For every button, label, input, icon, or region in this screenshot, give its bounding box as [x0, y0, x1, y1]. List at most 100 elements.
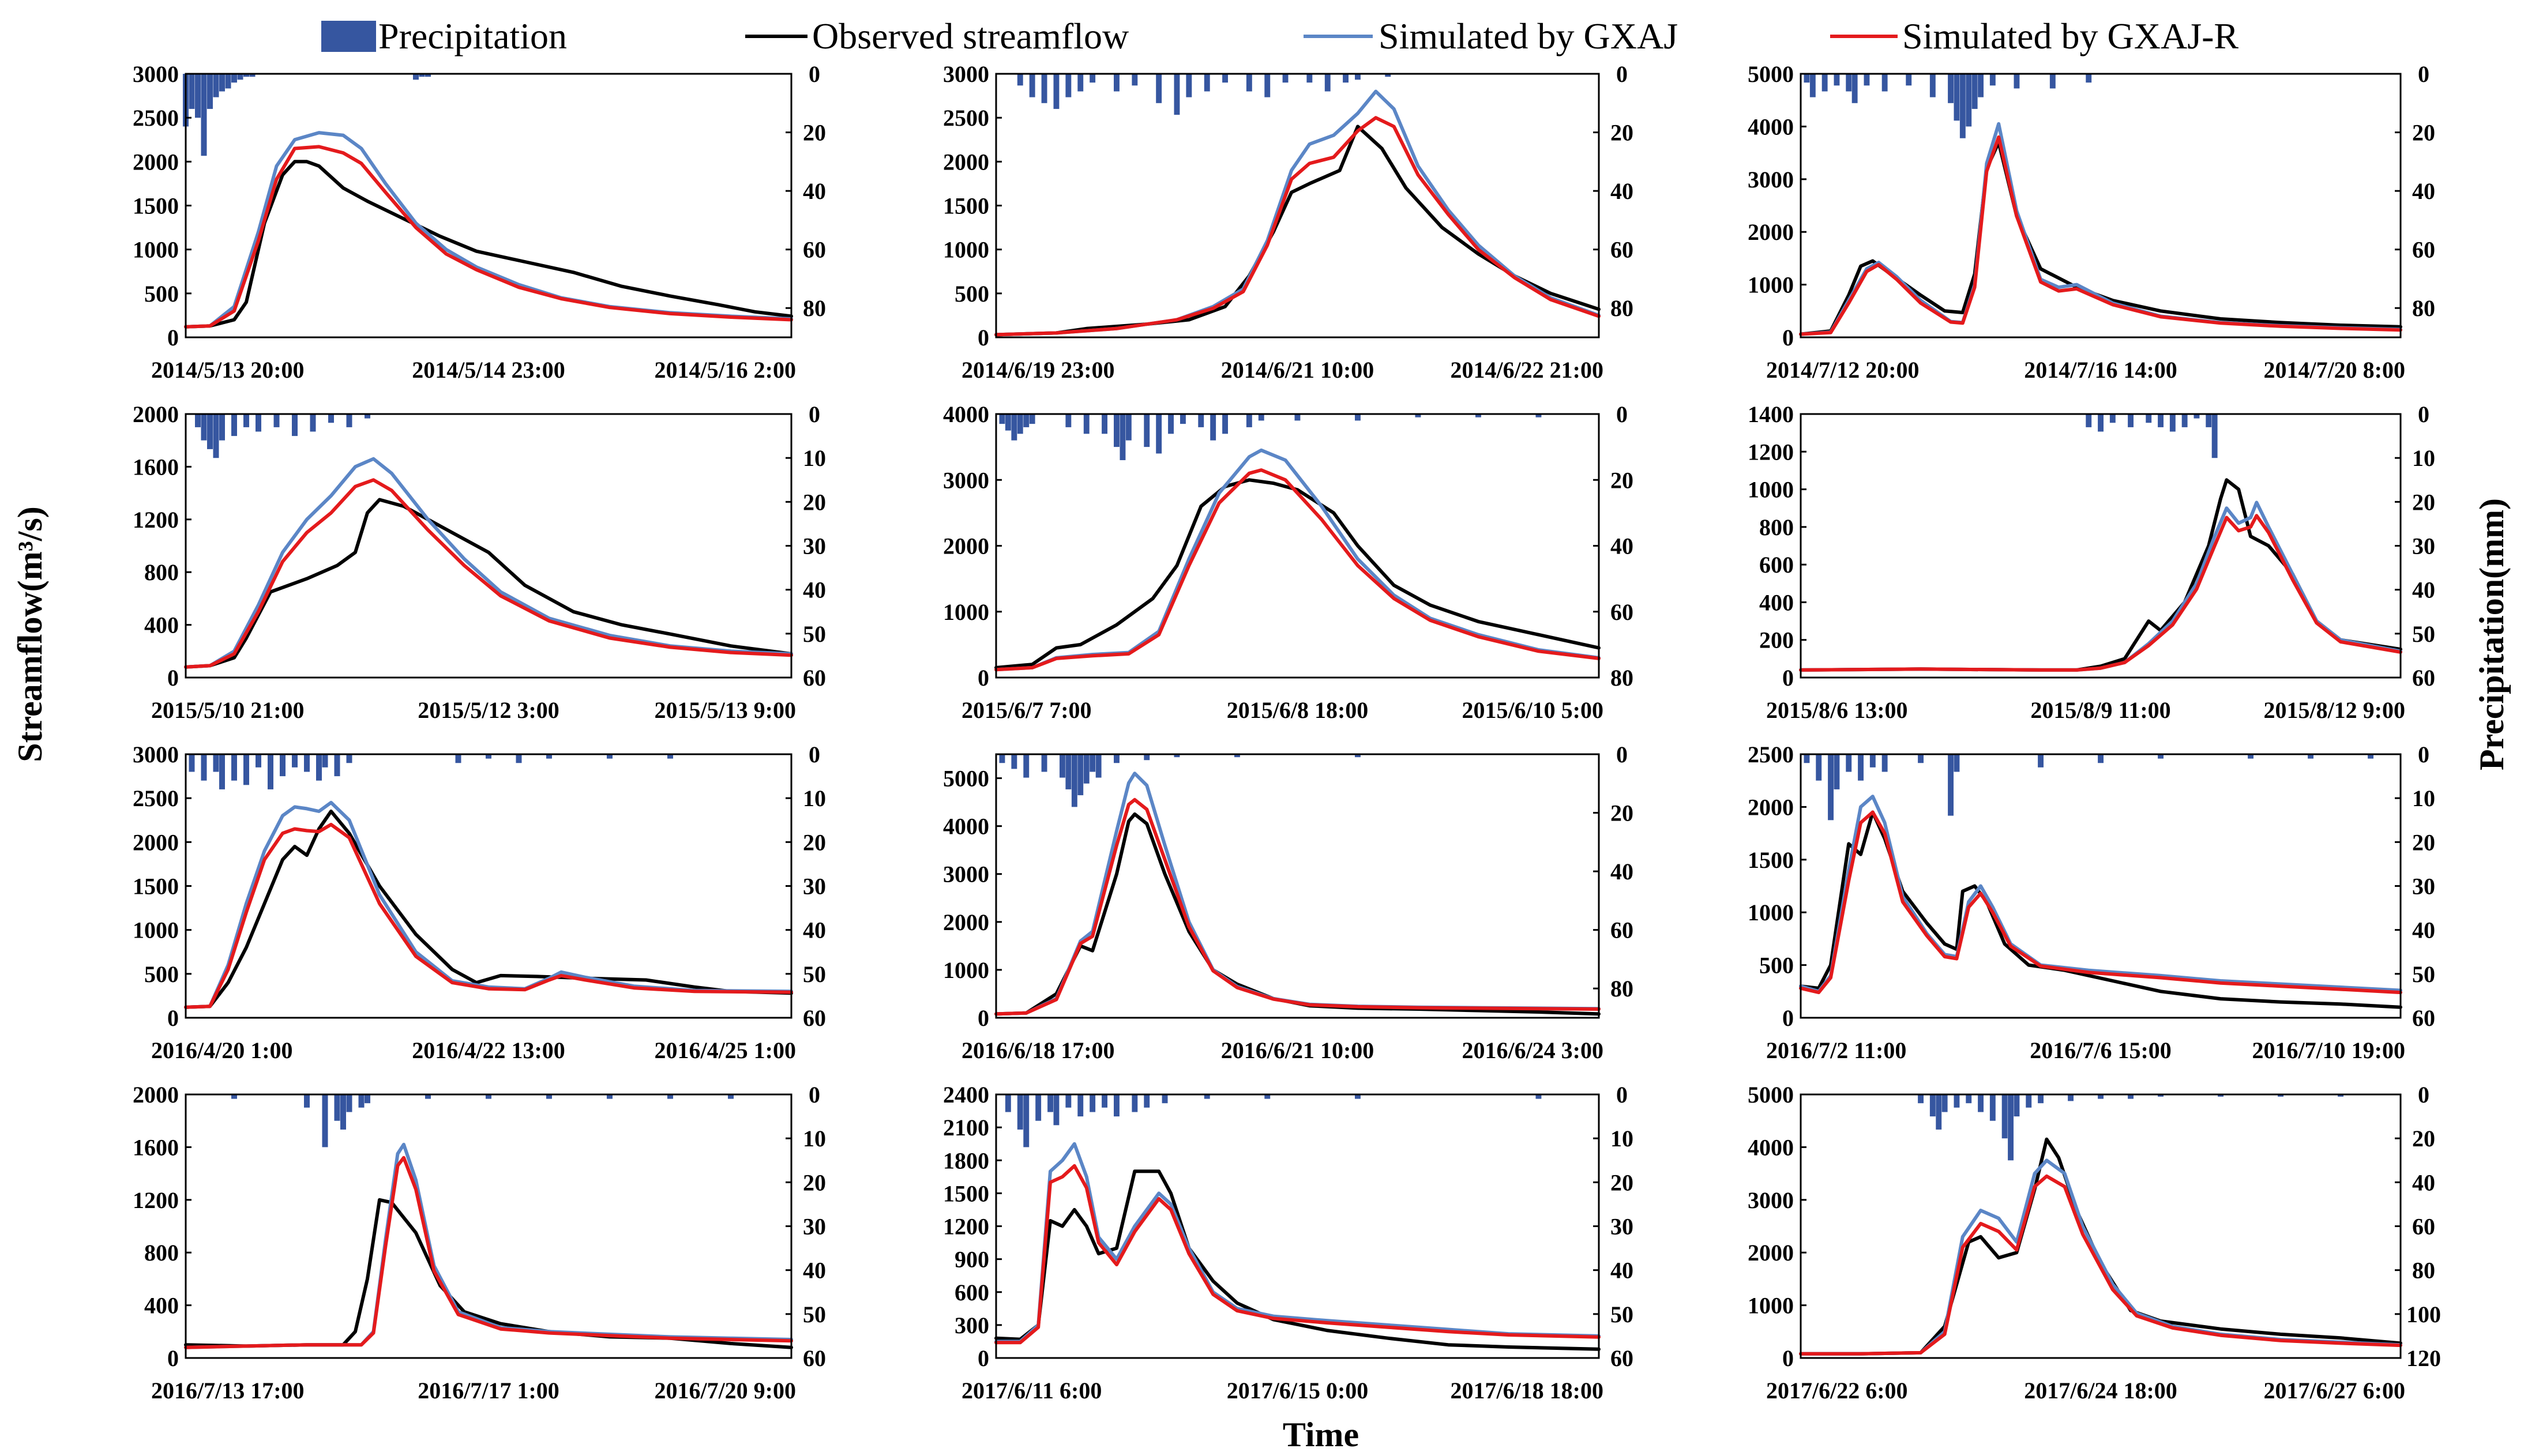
panel-9-precip-bar-4: [1834, 754, 1840, 789]
panel-8-ytick-label-6: 5000: [943, 766, 989, 792]
panel-1-precip-bar-13: [413, 74, 419, 80]
panel-7-precip-bar-9: [280, 754, 286, 777]
panel-12-precip-bar-17: [2158, 1094, 2164, 1097]
panel-7-xtick-label-1: 2016/4/20 1:00: [151, 1037, 293, 1063]
panel-7-y2tick-label-6: 50: [803, 961, 826, 987]
legend-precip-label: Precipitation: [378, 16, 567, 57]
panel-2-observed-line: [994, 125, 1601, 337]
panel-9-precip-bar-1: [1804, 754, 1810, 763]
panel-3-y2tick-label-3: 40: [2412, 178, 2435, 204]
panel-5-precip-bar-23: [1355, 414, 1361, 421]
panel-8-precip-bar-5: [1060, 754, 1065, 778]
panel-11-y2tick-label-6: 50: [1610, 1301, 1633, 1327]
panel-3-precip-bar-7: [1864, 74, 1870, 86]
panel-11: 0 300 600 900 1200 1500 1800 2100 2400 0 10 20 30 40 5…: [943, 1082, 1633, 1404]
panel-6-y2tick-label-2: 10: [2412, 445, 2435, 471]
panel-4-y2tick-label-6: 50: [803, 621, 826, 647]
panel-10-xtick-label-1: 2016/7/13 17:00: [151, 1378, 305, 1404]
panel-8-xtick-label-2: 2016/6/21 10:00: [1221, 1037, 1374, 1063]
panel-10-y2tick-label-5: 40: [803, 1258, 826, 1284]
panel-12-precip-bar-2: [1929, 1094, 1936, 1117]
panel-9-precip-bar-8: [1881, 754, 1888, 772]
panel-9-ytick-label-1: 0: [1782, 1005, 1794, 1031]
panel-12-precip-bar-10: [2008, 1094, 2014, 1161]
panel-3-precip-bar-11: [1948, 74, 1954, 103]
panel-4-precip-bar-12: [328, 414, 334, 423]
panel-12-y2tick-label-1: 0: [2418, 1082, 2429, 1108]
panel-3-precip-bar-20: [2086, 74, 2092, 83]
panel-5-ytick-label-4: 3000: [943, 467, 989, 493]
panel-11-xtick-label-2: 2017/6/15 0:00: [1227, 1378, 1369, 1404]
panel-5-precip-bar-21: [1258, 414, 1264, 421]
panel-11-precip-bar-12: [1132, 1094, 1138, 1112]
panel-10-precip-bar-12: [607, 1094, 613, 1099]
panel-5-xtick-label-3: 2015/6/10 5:00: [1462, 697, 1603, 723]
panel-7-ytick-label-3: 1000: [133, 917, 179, 943]
panel-3-ytick-label-6: 5000: [1748, 61, 1794, 87]
panel-12-precip-bar-20: [2338, 1094, 2343, 1097]
panel-1-ytick-label-3: 1000: [133, 237, 179, 263]
panel-9-y2tick-label-3: 20: [2412, 829, 2435, 855]
panel-9-y2tick-label-7: 60: [2412, 1005, 2435, 1031]
panel-2-ytick-label-3: 1000: [943, 237, 989, 263]
panel-5-observed-line: [994, 478, 1601, 669]
panel-8-precip-bar-1: [999, 754, 1005, 763]
panel-2-precip-bar-3: [1041, 74, 1047, 103]
panel-7-precip-bar-11: [304, 754, 310, 772]
panel-7-precip-bar-21: [667, 754, 673, 759]
panel-2-ytick-label-1: 0: [978, 325, 989, 351]
panel-7-precip-bar-2: [201, 754, 207, 781]
panel-7-precip-bar-8: [268, 754, 273, 789]
panel-5-ytick-label-1: 0: [978, 665, 989, 691]
panel-2-y2tick-label-3: 40: [1610, 178, 1633, 204]
panel-11-ytick-label-5: 1200: [943, 1214, 989, 1240]
panel-9-y2tick-label-2: 10: [2412, 785, 2435, 811]
panel-4-y2tick-label-5: 40: [803, 577, 826, 603]
panel-10-y2tick-label-1: 0: [809, 1082, 820, 1108]
panel-10-precip-bar-5: [340, 1094, 346, 1130]
panel-11-y2tick-label-3: 20: [1610, 1169, 1633, 1195]
panel-5-precip-bar-1: [999, 414, 1005, 424]
panel-6: 0 200 400 600 800 1000 1200 1400 0 10 20 30 40 50 60 20…: [1748, 401, 2435, 723]
panel-5-ytick-label-3: 2000: [943, 533, 989, 559]
panel-8-y2tick-label-1: 0: [1616, 742, 1628, 767]
panel-12-gxajr-line: [1799, 1174, 2402, 1356]
panel-1-gxajr-line: [184, 145, 793, 329]
panel-5-y2tick-label-5: 80: [1610, 665, 1633, 691]
panel-1-precip-bar-14: [419, 74, 425, 77]
panel-8-precip-bar-8: [1077, 754, 1084, 796]
panel-3: 0 1000 2000 3000 4000 5000 0 20 40 60 80 2014/7/12 …: [1748, 61, 2435, 383]
panel-7-precip-bar-5: [231, 754, 237, 781]
panel-2-precip-bar-16: [1264, 74, 1271, 97]
panel-2-precip-bar-2: [1029, 74, 1035, 97]
panel-3-precip-bar-15: [1971, 74, 1978, 109]
panel-2-precip-bar-8: [1114, 74, 1120, 92]
panel-11-ytick-label-6: 1500: [943, 1180, 989, 1206]
panel-10-ytick-label-6: 2000: [133, 1082, 179, 1108]
panel-1-xtick-label-2: 2014/5/14 23:00: [412, 357, 565, 383]
panel-12-precip-bar-1: [1918, 1094, 1924, 1104]
panel-12-xtick-label-1: 2017/6/22 6:00: [1766, 1378, 1908, 1404]
panel-1-ytick-label-6: 2500: [133, 105, 179, 131]
panel-1-precip-bar-11: [243, 74, 249, 77]
panel-10-precip-bar-8: [365, 1094, 370, 1104]
panel-2-gxajr-line: [994, 116, 1601, 337]
panel-10-gxajr-line: [184, 1156, 793, 1349]
panel-4-precip-bar-2: [201, 414, 207, 441]
panel-8-precip-bar-6: [1065, 754, 1072, 789]
panel-4-precip-bar-7: [243, 414, 249, 427]
panel-9-xtick-label-3: 2016/7/10 19:00: [2252, 1037, 2405, 1063]
panel-3-y2tick-label-2: 20: [2412, 120, 2435, 146]
panel-7-precip-bar-18: [516, 754, 522, 763]
panel-3-precip-bar-17: [1989, 74, 1996, 86]
panel-12-precip-bar-6: [1966, 1094, 1972, 1104]
panel-7-y2tick-label-1: 0: [809, 742, 820, 767]
panel-12-y2tick-label-3: 40: [2412, 1169, 2435, 1195]
panel-3-gxajr-line: [1799, 135, 2402, 336]
panel-4-y2tick-label-4: 30: [803, 533, 826, 559]
panel-2-precip-bar-7: [1090, 74, 1096, 83]
panel-6-precip-bar-10: [2206, 414, 2212, 427]
panel-4-precip-bar-8: [256, 414, 261, 432]
panel-8-xtick-label-3: 2016/6/24 3:00: [1462, 1037, 1603, 1063]
